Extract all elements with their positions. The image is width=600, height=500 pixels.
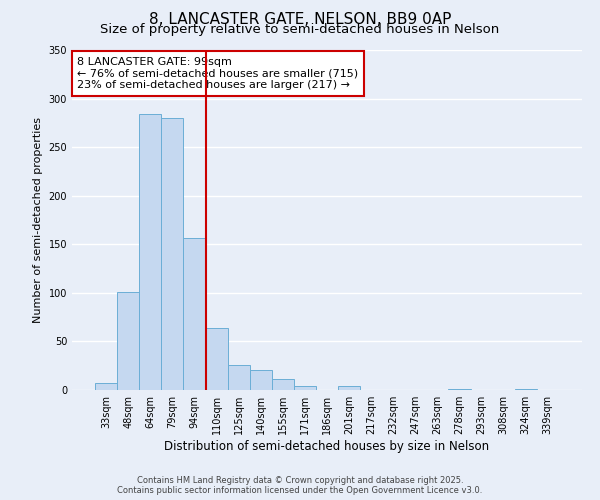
Bar: [294, 386, 316, 390]
Bar: [117, 292, 139, 390]
Bar: [95, 383, 117, 390]
Bar: [250, 370, 272, 390]
Bar: [184, 238, 206, 390]
Text: 8, LANCASTER GATE, NELSON, BB9 0AP: 8, LANCASTER GATE, NELSON, BB9 0AP: [149, 12, 451, 28]
Bar: [206, 328, 227, 390]
Bar: [161, 118, 184, 390]
Bar: [448, 389, 470, 390]
X-axis label: Distribution of semi-detached houses by size in Nelson: Distribution of semi-detached houses by …: [164, 440, 490, 453]
Bar: [227, 364, 250, 390]
Bar: [139, 114, 161, 390]
Y-axis label: Number of semi-detached properties: Number of semi-detached properties: [33, 117, 43, 323]
Text: 8 LANCASTER GATE: 99sqm
← 76% of semi-detached houses are smaller (715)
23% of s: 8 LANCASTER GATE: 99sqm ← 76% of semi-de…: [77, 57, 358, 90]
Bar: [272, 380, 294, 390]
Bar: [338, 386, 360, 390]
Text: Contains HM Land Registry data © Crown copyright and database right 2025.
Contai: Contains HM Land Registry data © Crown c…: [118, 476, 482, 495]
Bar: [515, 389, 537, 390]
Text: Size of property relative to semi-detached houses in Nelson: Size of property relative to semi-detach…: [100, 22, 500, 36]
